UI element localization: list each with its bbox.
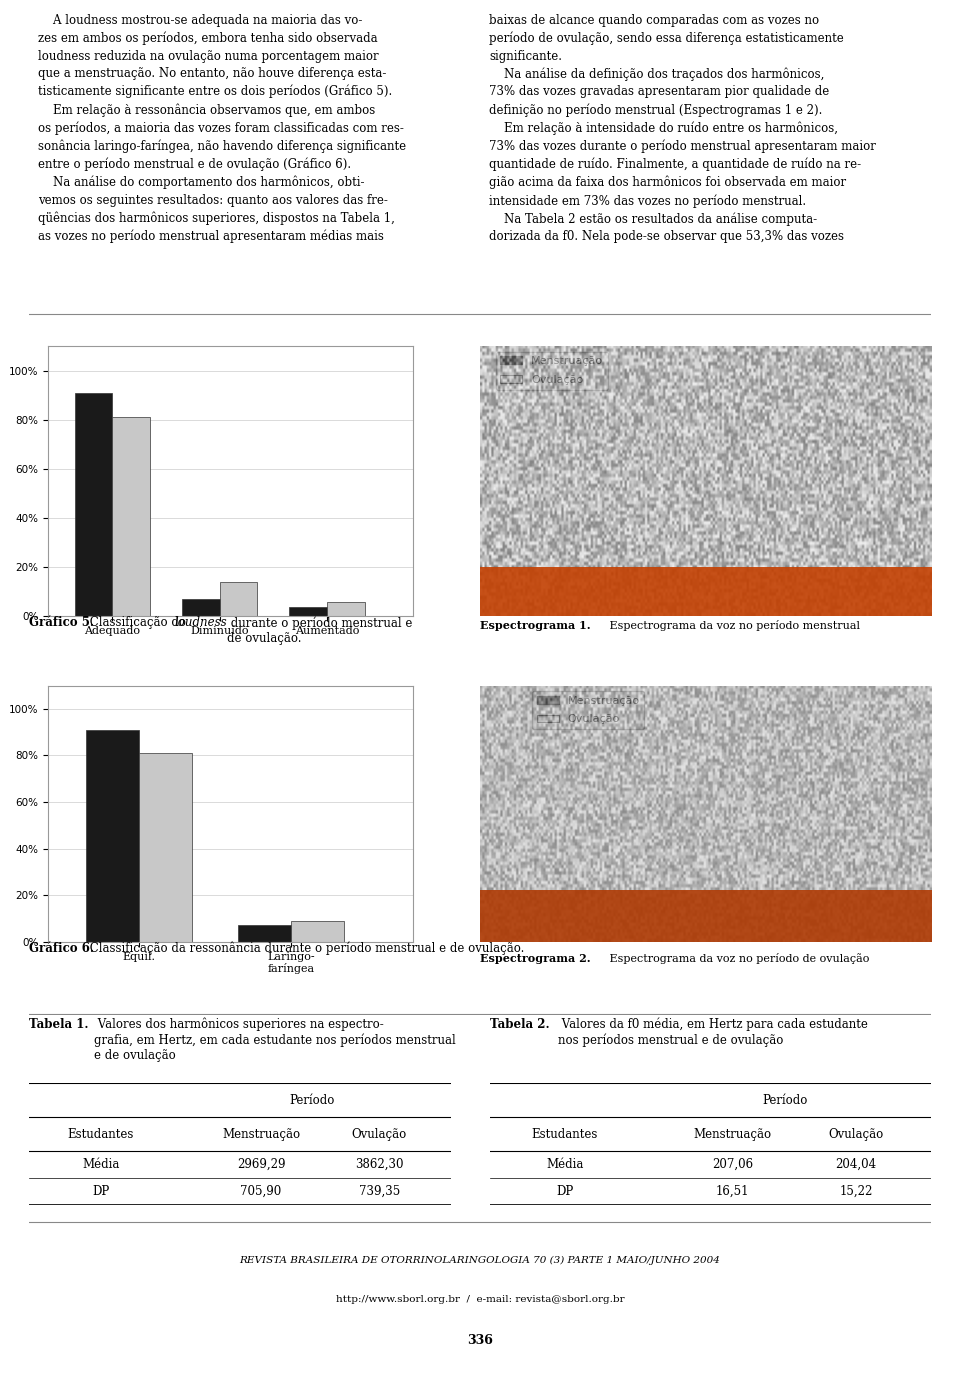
Text: A loudness mostrou-se adequada na maioria das vo-
zes em ambos os períodos, embo: A loudness mostrou-se adequada na maiori… [37,14,406,244]
Text: Espectrograma da voz no período menstrual: Espectrograma da voz no período menstrua… [607,620,860,632]
Text: 3862,30: 3862,30 [355,1158,403,1172]
Text: Espectrograma 1.: Espectrograma 1. [480,620,590,632]
Text: Classificação da ressonância durante o período menstrual e de ovulação.: Classificação da ressonância durante o p… [85,942,524,956]
Bar [112,417,150,616]
Legend: Menstruação, Ovulação: Menstruação, Ovulação [495,352,608,389]
Bar [327,601,365,616]
Text: Tabela 1.: Tabela 1. [29,1018,88,1030]
Bar [220,582,257,616]
Text: Menstruação: Menstruação [693,1127,772,1141]
Text: Estudantes: Estudantes [532,1127,598,1141]
Text: DP: DP [92,1186,109,1198]
Text: Gráfico 5.: Gráfico 5. [29,616,94,629]
Text: Valores da f0 média, em Hertz para cada estudante
nos períodos menstrual e de ov: Valores da f0 média, em Hertz para cada … [558,1018,868,1047]
Text: Estudantes: Estudantes [67,1127,133,1141]
Text: http://www.sborl.org.br  /  e-mail: revista@sborl.org.br: http://www.sborl.org.br / e-mail: revist… [336,1295,624,1303]
Text: 16,51: 16,51 [716,1186,749,1198]
Text: 2969,29: 2969,29 [237,1158,285,1172]
Text: Espectrograma 2.: Espectrograma 2. [480,953,590,964]
Text: Período: Período [289,1094,334,1107]
Text: 336: 336 [468,1334,492,1348]
Text: Classificação do: Classificação do [85,616,189,629]
Text: Valores dos harmônicos superiores na espectro-
grafia, em Hertz, em cada estudan: Valores dos harmônicos superiores na esp… [94,1018,456,1062]
Text: REVISTA BRASILEIRA DE OTORRINOLARINGOLOGIA 70 (3) PARTE 1 MAIO/JUNHO 2004: REVISTA BRASILEIRA DE OTORRINOLARINGOLOG… [240,1256,720,1265]
Text: baixas de alcance quando comparadas com as vozes no
período de ovulação, sendo e: baixas de alcance quando comparadas com … [489,14,876,244]
Text: 705,90: 705,90 [241,1186,281,1198]
Bar [291,921,345,942]
Bar [86,730,139,942]
Text: 739,35: 739,35 [359,1186,400,1198]
Text: 204,04: 204,04 [835,1158,876,1172]
Legend: Menstruação, Ovulação: Menstruação, Ovulação [532,691,644,729]
Text: 15,22: 15,22 [839,1186,873,1198]
Text: Período: Período [763,1094,808,1107]
Text: Ovulação: Ovulação [351,1127,407,1141]
Text: Menstruação: Menstruação [222,1127,300,1141]
Text: 207,06: 207,06 [712,1158,753,1172]
Text: Média: Média [82,1158,119,1172]
Bar [182,600,220,616]
Text: Espectrograma da voz no período de ovulação: Espectrograma da voz no período de ovula… [607,953,870,964]
Bar [238,925,291,942]
Bar [139,753,192,942]
Text: Ovulação: Ovulação [828,1127,884,1141]
Text: Média: Média [546,1158,584,1172]
Bar [289,607,327,616]
Text: DP: DP [556,1186,573,1198]
Text: loudness: loudness [175,616,228,629]
Bar [75,393,112,616]
Text: Gráfico 6.: Gráfico 6. [29,942,94,954]
Text: Tabela 2.: Tabela 2. [490,1018,549,1030]
Text: durante o período menstrual e
de ovulação.: durante o período menstrual e de ovulaçã… [228,616,413,645]
